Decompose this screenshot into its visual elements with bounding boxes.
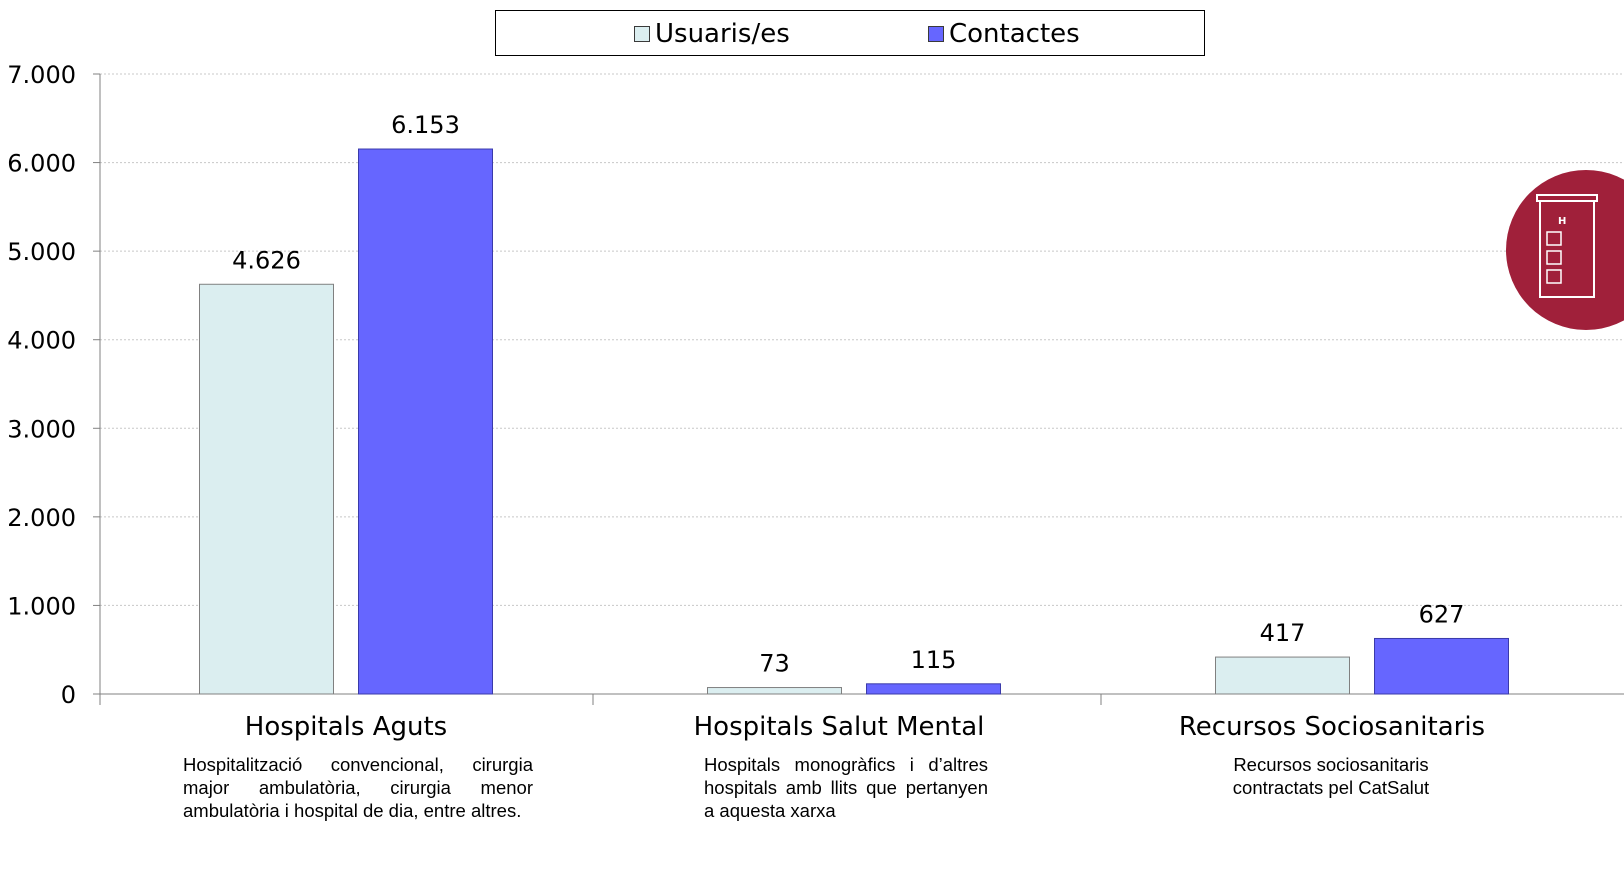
category-description-hospitals-salut-mental: Hospitals monogràfics i d’altres hospita… xyxy=(704,754,988,821)
y-tick-label-7: 7.000 xyxy=(7,61,76,89)
legend-swatch-contactes xyxy=(928,26,944,42)
category-description-recursos-sociosanitaris: Recursos sociosanitaris contractats pel … xyxy=(1232,754,1430,798)
legend-item-contactes: Contactes xyxy=(928,19,1080,49)
data-label-1-0: 6.153 xyxy=(391,111,460,139)
legend-label-usuaris: Usuaris/es xyxy=(655,19,790,49)
data-label-0-2: 417 xyxy=(1260,619,1306,647)
y-tick-label-0: 0 xyxy=(61,681,76,709)
bar-0-2 xyxy=(1215,656,1350,695)
bar-0-1 xyxy=(707,687,842,695)
y-tick-label-6: 6.000 xyxy=(7,150,76,178)
legend-item-usuaris: Usuaris/es xyxy=(634,19,790,49)
y-tick-label-1: 1.000 xyxy=(7,592,76,620)
chart-legend: Usuaris/es Contactes xyxy=(495,10,1205,56)
hospital-icon: H xyxy=(1536,194,1598,298)
data-label-0-0: 4.626 xyxy=(232,246,301,274)
bar-1-2 xyxy=(1374,637,1509,695)
y-tick-label-2: 2.000 xyxy=(7,504,76,532)
bar-1-1 xyxy=(866,683,1001,695)
bar-0-0 xyxy=(199,283,334,695)
legend-swatch-usuaris xyxy=(634,26,650,42)
legend-label-contactes: Contactes xyxy=(949,19,1080,49)
data-label-1-1: 115 xyxy=(911,646,957,674)
category-title-recursos-sociosanitaris: Recursos Sociosanitaris xyxy=(1178,712,1486,742)
hospital-logo: H xyxy=(1506,170,1624,330)
category-title-hospitals-aguts: Hospitals Aguts xyxy=(244,712,448,742)
y-tick-label-4: 4.000 xyxy=(7,327,76,355)
category-description-hospitals-aguts: Hospitalització convencional, cirurgia m… xyxy=(183,754,533,821)
bar-1-0 xyxy=(358,148,493,695)
category-title-hospitals-salut-mental: Hospitals Salut Mental xyxy=(693,712,985,742)
data-label-0-1: 73 xyxy=(759,650,790,678)
data-label-1-2: 627 xyxy=(1419,600,1465,628)
svg-text:H: H xyxy=(1558,216,1566,227)
y-tick-label-5: 5.000 xyxy=(7,238,76,266)
y-tick-label-3: 3.000 xyxy=(7,415,76,443)
